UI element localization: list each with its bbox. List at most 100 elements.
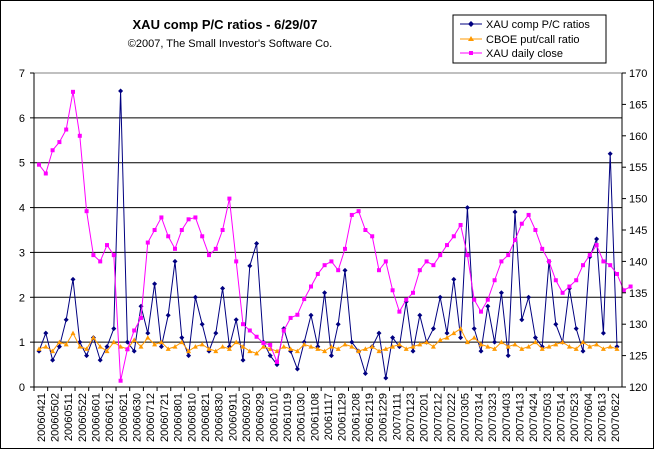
data-point-square <box>492 278 497 283</box>
data-point-square <box>91 253 96 258</box>
x-tick-label: 20060511 <box>63 393 75 441</box>
data-point-square <box>254 334 259 339</box>
data-point-triangle <box>444 335 450 340</box>
data-point-square <box>302 297 307 302</box>
data-point-diamond <box>492 339 498 345</box>
data-point-diamond <box>131 348 137 354</box>
data-point-diamond <box>390 335 396 341</box>
data-point-triangle <box>56 339 62 345</box>
data-point-triangle <box>131 337 137 342</box>
data-point-diamond <box>179 335 185 341</box>
data-point-square <box>336 268 341 273</box>
data-point-diamond <box>111 326 117 332</box>
left-tick-label: 2 <box>19 292 25 304</box>
data-point-triangle <box>614 346 620 351</box>
data-point-square <box>261 341 266 346</box>
data-point-square <box>213 246 218 251</box>
data-point-diamond <box>63 317 69 323</box>
data-point-triangle <box>362 346 368 351</box>
data-point-triangle <box>458 326 464 331</box>
legend-square-icon <box>469 51 473 55</box>
data-point-diamond <box>70 276 76 282</box>
data-point-triangle <box>587 344 593 349</box>
data-point-triangle <box>505 344 511 349</box>
data-point-square <box>105 243 109 248</box>
data-point-square <box>315 271 320 276</box>
data-point-diamond <box>335 321 341 327</box>
data-point-triangle <box>260 344 266 349</box>
data-point-diamond <box>430 326 436 332</box>
legend: XAU comp P/C ratios CBOE put/call ratio … <box>452 14 607 64</box>
x-tick-label: 20070622 <box>610 393 622 442</box>
chart-title: XAU comp P/C ratios - 6/29/07 <box>133 17 318 32</box>
data-point-triangle <box>410 344 416 349</box>
data-point-diamond <box>50 357 56 363</box>
data-point-triangle <box>77 344 83 349</box>
left-tick-label: 4 <box>19 203 25 215</box>
right-tick-label: 150 <box>629 194 647 206</box>
data-point-triangle <box>90 335 96 340</box>
left-tick-label: 0 <box>19 382 25 394</box>
data-point-diamond <box>254 240 260 246</box>
data-point-square <box>288 315 293 320</box>
data-point-diamond <box>580 348 586 354</box>
data-point-triangle <box>192 344 198 349</box>
chart-subtitle: ©2007, The Small Investor's Software Co. <box>128 38 332 50</box>
data-point-triangle <box>607 344 613 349</box>
data-point-square <box>343 246 347 251</box>
data-point-diamond <box>607 151 613 157</box>
data-point-triangle <box>50 348 56 354</box>
legend-label-xau-close: XAU daily close <box>486 48 563 60</box>
x-tick-label: 20060929 <box>255 393 267 442</box>
x-tick-label: 20070403 <box>501 393 513 442</box>
right-tick-label: 160 <box>629 131 647 143</box>
data-point-square <box>329 259 334 264</box>
legend-triangle-icon <box>468 36 474 41</box>
x-tick-label: 20061019 <box>282 393 294 442</box>
data-point-square <box>479 309 483 314</box>
x-tick-label: 20060612 <box>104 393 116 442</box>
data-point-square <box>485 297 490 302</box>
data-point-triangle <box>519 346 525 351</box>
x-tick-label: 20060502 <box>50 393 62 442</box>
data-point-triangle <box>138 344 144 349</box>
data-point-square <box>186 217 191 222</box>
data-point-diamond <box>600 330 606 336</box>
data-point-diamond <box>267 353 273 359</box>
data-point-triangle <box>158 339 164 345</box>
data-point-triangle <box>233 339 239 345</box>
data-point-square <box>445 243 449 248</box>
left-tick-label: 3 <box>19 247 25 259</box>
x-tick-label: 20070413 <box>514 393 526 442</box>
x-tick-label: 20060830 <box>214 393 226 442</box>
data-point-square <box>370 234 375 239</box>
x-tick-label: 20070222 <box>446 393 458 442</box>
data-point-triangle <box>328 344 334 349</box>
data-point-square <box>458 222 463 227</box>
x-tick-label: 20060911 <box>227 393 239 441</box>
x-tick-label: 20070111 <box>391 393 403 440</box>
data-point-triangle <box>498 339 504 345</box>
data-point-triangle <box>390 344 396 349</box>
x-tick-label: 20060810 <box>186 393 198 442</box>
right-tick-label: 155 <box>629 162 647 174</box>
data-point-diamond <box>199 321 205 327</box>
data-point-triangle <box>471 335 477 340</box>
x-tick-label: 20070424 <box>528 393 540 442</box>
data-point-diamond <box>342 267 348 273</box>
x-tick-label: 20060621 <box>118 393 130 442</box>
data-point-diamond <box>152 281 158 287</box>
data-point-diamond <box>478 348 484 354</box>
right-tick-label: 120 <box>629 382 647 394</box>
data-point-square <box>275 359 279 364</box>
data-point-square <box>145 240 150 245</box>
data-point-square <box>125 347 130 352</box>
data-point-diamond <box>220 285 226 291</box>
x-tick-label: 20061208 <box>350 393 362 442</box>
data-point-triangle <box>600 346 606 351</box>
data-point-square <box>574 278 579 283</box>
data-point-diamond <box>410 348 416 354</box>
data-point-triangle <box>199 341 205 347</box>
data-point-triangle <box>485 344 491 349</box>
